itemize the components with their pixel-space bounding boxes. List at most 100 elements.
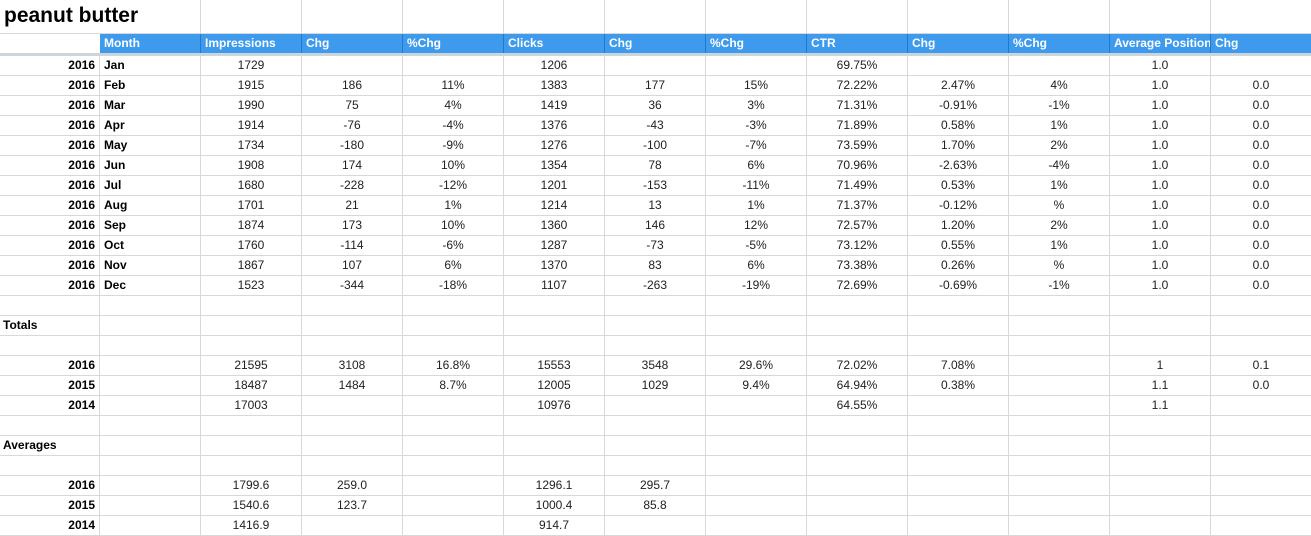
cell[interactable] (100, 356, 201, 375)
cell[interactable]: 10976 (504, 396, 605, 415)
cell[interactable]: 2016 (0, 276, 100, 295)
cell[interactable]: 64.55% (807, 396, 908, 415)
cell[interactable]: -0.69% (908, 276, 1009, 295)
cell[interactable] (908, 436, 1009, 455)
cell[interactable]: 1% (403, 196, 504, 215)
cell[interactable]: 1.0 (1110, 116, 1211, 135)
cell[interactable] (1110, 296, 1211, 315)
cell[interactable] (1110, 436, 1211, 455)
cell[interactable] (0, 296, 100, 315)
cell[interactable]: 1484 (302, 376, 403, 395)
cell[interactable] (504, 336, 605, 355)
cell[interactable]: 8.7% (403, 376, 504, 395)
cell[interactable] (1211, 436, 1311, 455)
cell[interactable]: 4% (1009, 76, 1110, 95)
cell[interactable]: -5% (706, 236, 807, 255)
cell[interactable] (807, 336, 908, 355)
cell[interactable] (100, 396, 201, 415)
cell[interactable] (403, 456, 504, 475)
cell[interactable] (100, 296, 201, 315)
cell[interactable]: 0.0 (1252, 238, 1270, 252)
cell[interactable] (403, 316, 504, 335)
cell[interactable]: -1% (1009, 96, 1110, 115)
cell[interactable] (706, 496, 807, 515)
cell[interactable]: Apr (100, 116, 201, 135)
cell[interactable] (706, 516, 807, 535)
cell[interactable] (302, 316, 403, 335)
cell[interactable]: 1990 (201, 96, 302, 115)
cell[interactable] (302, 56, 403, 75)
cell[interactable]: Totals (0, 316, 100, 335)
cell[interactable]: 18487 (201, 376, 302, 395)
cell[interactable]: 0.0 (1252, 198, 1270, 212)
cell[interactable] (1009, 476, 1110, 495)
cell[interactable]: 107 (302, 256, 403, 275)
cell[interactable] (706, 456, 807, 475)
column-header-clicks-5[interactable]: Clicks (504, 34, 605, 53)
cell[interactable] (1211, 56, 1311, 75)
cell[interactable]: 1.0 (1110, 56, 1211, 75)
cell[interactable] (403, 476, 504, 495)
cell[interactable]: 1523 (201, 276, 302, 295)
cell[interactable]: 72.22% (807, 76, 908, 95)
cell[interactable]: Aug (100, 196, 201, 215)
cell[interactable] (605, 296, 706, 315)
cell[interactable]: -12% (403, 176, 504, 195)
cell[interactable]: 73.59% (807, 136, 908, 155)
cell[interactable] (504, 456, 605, 475)
cell[interactable]: Jun (100, 156, 201, 175)
cell[interactable]: 1% (1009, 176, 1110, 195)
column-header-chg-12[interactable]: Chg (1211, 34, 1311, 53)
cell[interactable] (807, 436, 908, 455)
cell[interactable]: -3% (706, 116, 807, 135)
cell[interactable]: 2016 (0, 156, 100, 175)
cell[interactable]: 0.0 (1252, 98, 1270, 112)
title-row-empty-cell[interactable] (1110, 0, 1211, 33)
cell[interactable] (908, 476, 1009, 495)
cell[interactable]: 75 (302, 96, 403, 115)
cell[interactable]: 9.4% (706, 376, 807, 395)
cell[interactable]: 1.1 (1110, 376, 1211, 395)
cell[interactable]: 1383 (504, 76, 605, 95)
cell[interactable] (1009, 516, 1110, 535)
cell[interactable] (908, 496, 1009, 515)
cell[interactable]: 1.1 (1110, 396, 1211, 415)
cell[interactable]: -228 (302, 176, 403, 195)
cell[interactable]: 1000.4 (504, 496, 605, 515)
cell[interactable]: 6% (403, 256, 504, 275)
cell[interactable] (100, 436, 201, 455)
cell[interactable]: 1 (1110, 356, 1211, 375)
cell[interactable] (403, 336, 504, 355)
cell[interactable]: 78 (605, 156, 706, 175)
cell[interactable] (504, 296, 605, 315)
cell[interactable] (0, 456, 100, 475)
cell[interactable]: -0.91% (908, 96, 1009, 115)
cell[interactable]: 64.94% (807, 376, 908, 395)
cell[interactable]: 15% (706, 76, 807, 95)
cell[interactable]: 3% (706, 96, 807, 115)
cell[interactable]: Jan (100, 56, 201, 75)
cell[interactable] (1211, 516, 1311, 535)
cell[interactable] (1110, 496, 1211, 515)
cell[interactable]: 1914 (201, 116, 302, 135)
cell[interactable]: -43 (605, 116, 706, 135)
cell[interactable] (908, 316, 1009, 335)
cell[interactable]: 1206 (504, 56, 605, 75)
cell[interactable]: 2015 (0, 496, 100, 515)
cell[interactable] (908, 396, 1009, 415)
cell[interactable] (302, 416, 403, 435)
cell[interactable]: 1.70% (908, 136, 1009, 155)
cell[interactable] (302, 396, 403, 415)
title-cell[interactable]: peanut butter (0, 0, 201, 33)
cell[interactable]: 6% (706, 256, 807, 275)
cell[interactable]: -344 (302, 276, 403, 295)
cell[interactable]: 0.0 (1252, 118, 1270, 132)
cell[interactable] (1110, 416, 1211, 435)
cell[interactable] (1211, 476, 1311, 495)
cell[interactable] (1009, 496, 1110, 515)
cell[interactable]: Feb (100, 76, 201, 95)
cell[interactable]: -76 (302, 116, 403, 135)
cell[interactable]: -18% (403, 276, 504, 295)
cell[interactable] (1110, 456, 1211, 475)
cell[interactable]: % (1009, 196, 1110, 215)
